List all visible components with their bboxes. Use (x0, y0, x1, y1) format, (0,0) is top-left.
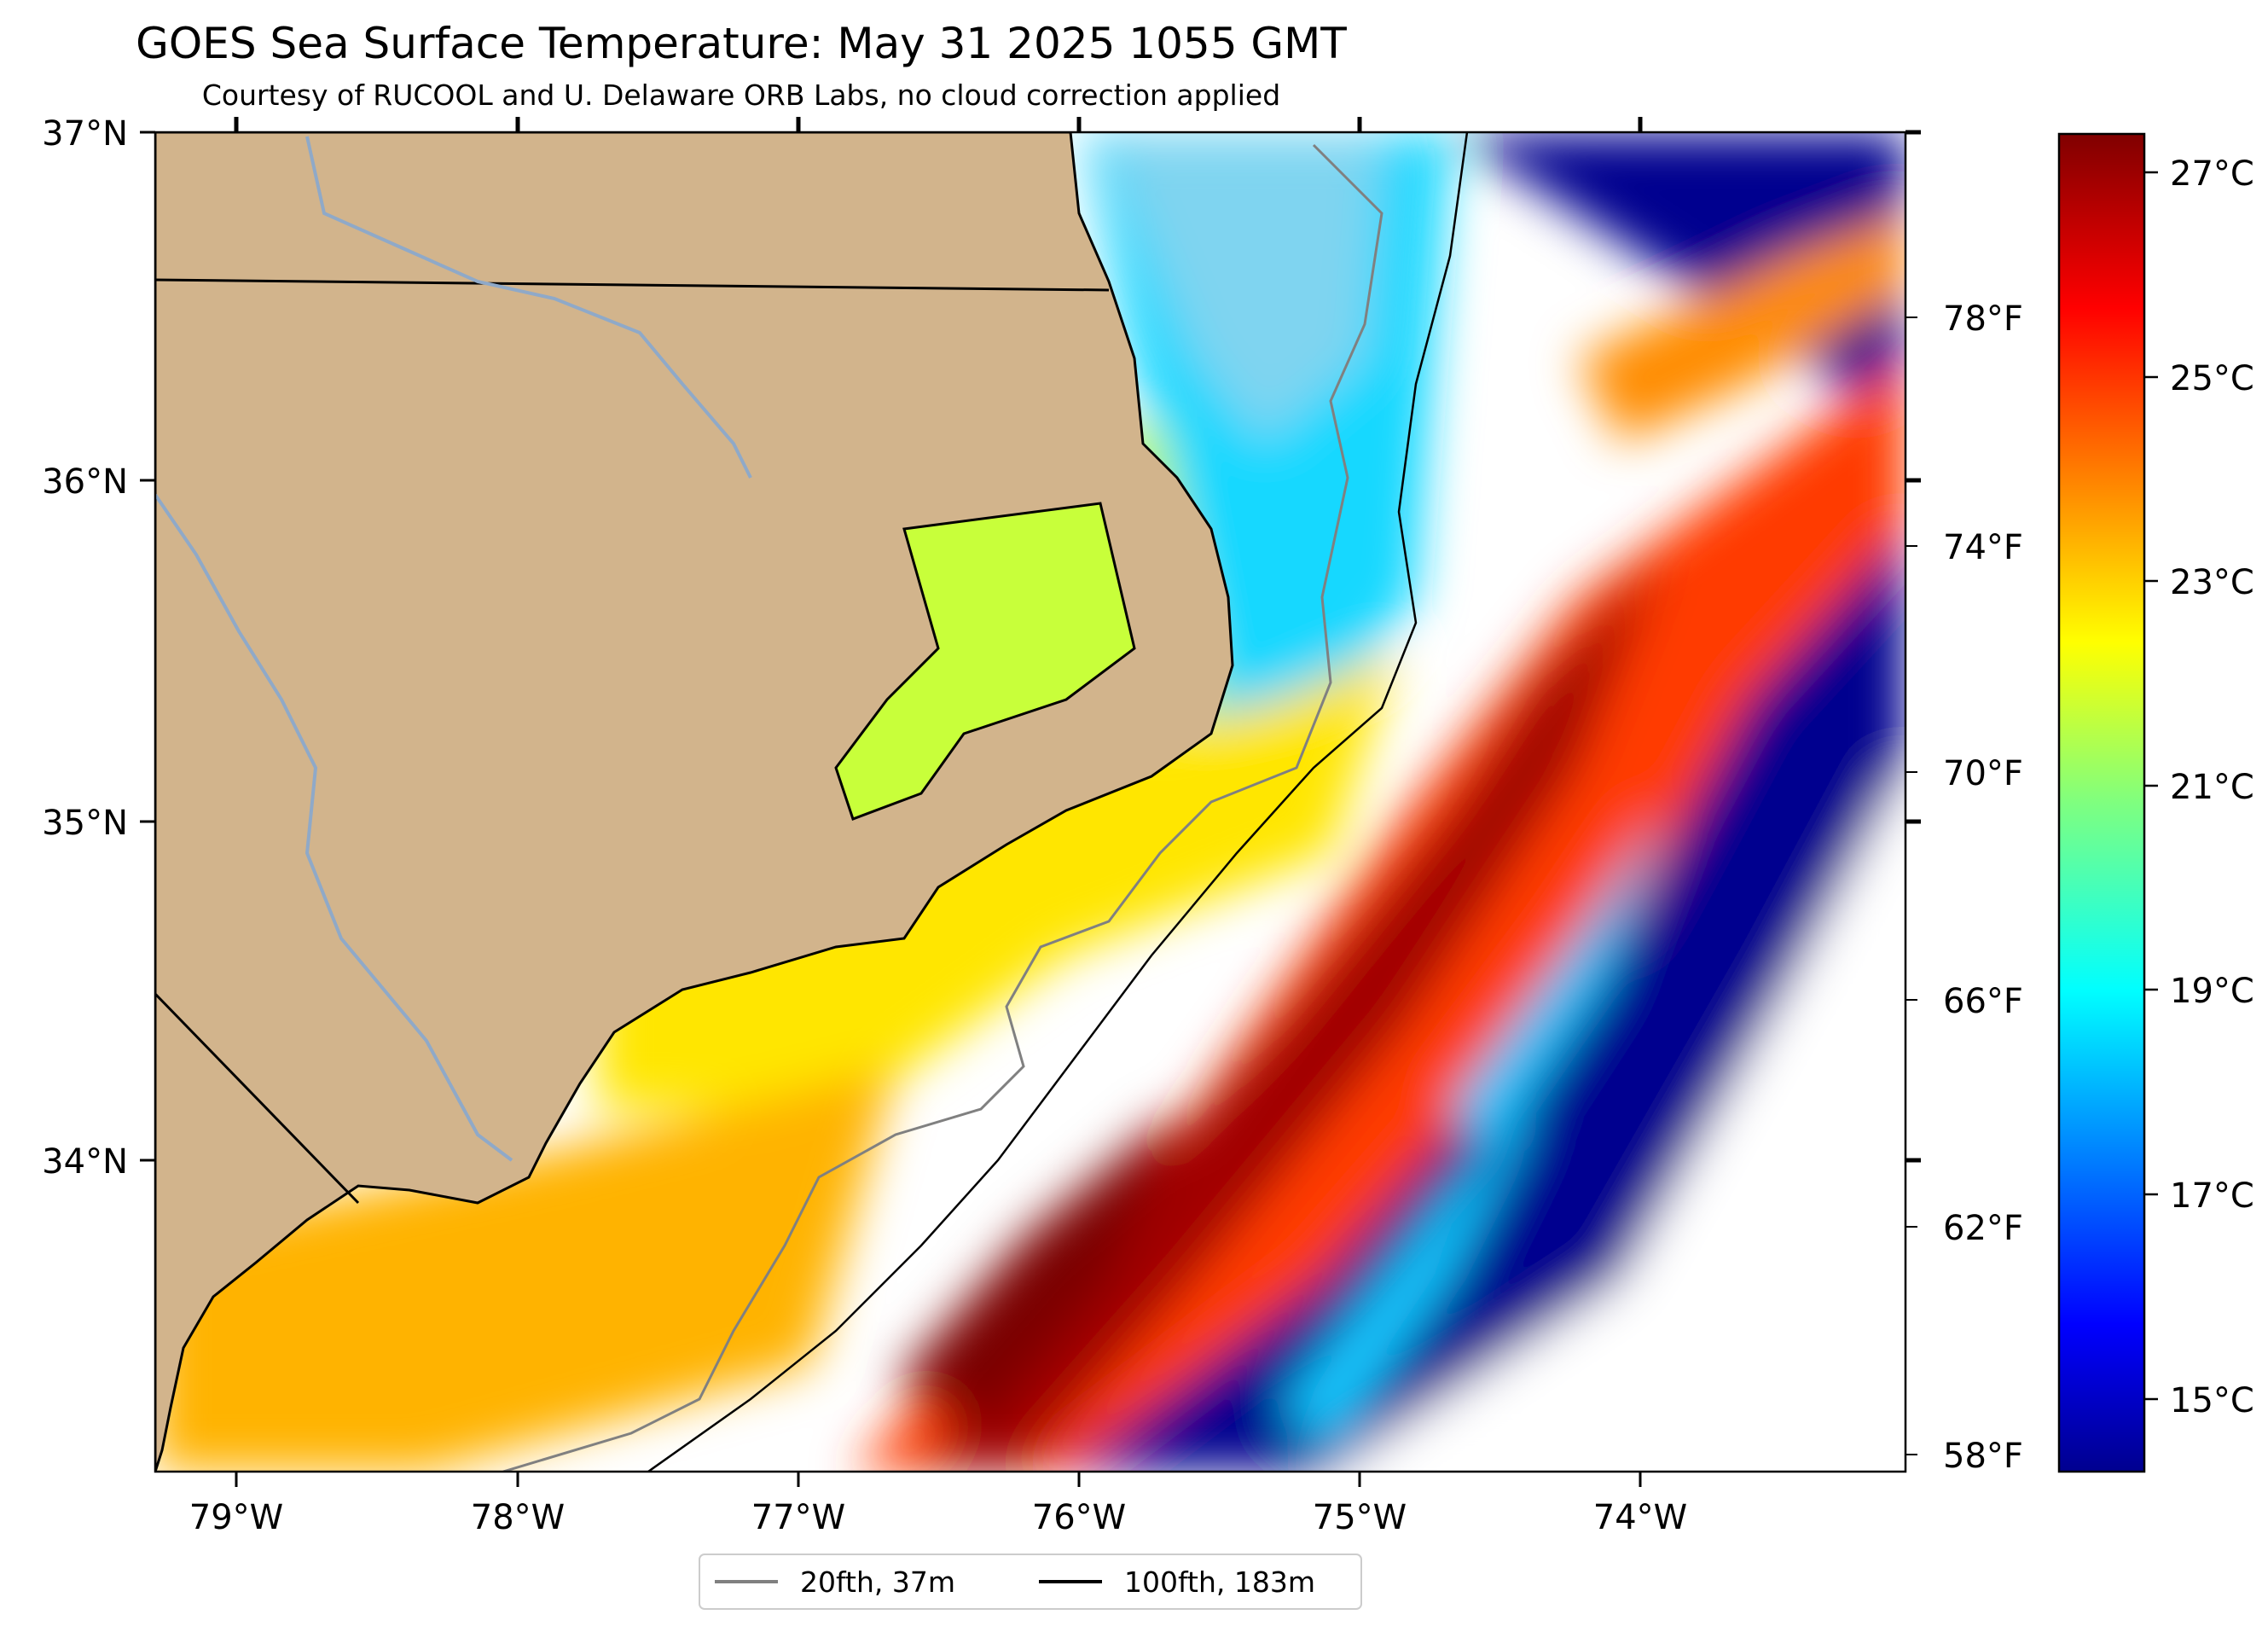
celsius-tick-label: 19°C (2170, 972, 2254, 1011)
celsius-tick-label: 27°C (2170, 154, 2254, 194)
lon-tick-label: 78°W (471, 1498, 565, 1537)
lon-ticks: 79°W 78°W 77°W 76°W 75°W 74°W (189, 117, 1687, 1537)
lat-tick-label: 36°N (42, 462, 128, 502)
river (305, 136, 752, 479)
lon-tick-label: 75°W (1313, 1498, 1407, 1537)
isobath-100fth (647, 132, 1469, 1472)
land-mass (155, 132, 1234, 1472)
celsius-tick-label: 25°C (2170, 359, 2254, 398)
lon-tick-label: 76°W (1032, 1498, 1126, 1537)
legend-label: 100fth, 183m (1124, 1565, 1315, 1599)
legend: 20fth, 37m 100fth, 183m (699, 1554, 1362, 1610)
fahrenheit-tick-label: 74°F (1943, 528, 2023, 567)
sst-map (155, 132, 1905, 1472)
lon-tick-label: 74°W (1593, 1498, 1687, 1537)
pamlico-sound (834, 502, 1136, 821)
isobath-20fth (502, 143, 1383, 1472)
legend-label: 20fth, 37m (800, 1565, 955, 1599)
colorbar: 27°C 25°C 23°C 21°C 19°C 17°C 15°C (2057, 132, 2254, 1473)
map-subtitle: Courtesy of RUCOOL and U. Delaware ORB L… (201, 78, 1281, 112)
map-title: GOES Sea Surface Temperature: May 31 202… (136, 19, 1347, 68)
legend-box (699, 1554, 1362, 1610)
fahrenheit-scale: 78°F 74°F 70°F 66°F 62°F 58°F (1905, 299, 2023, 1476)
fahrenheit-tick-label: 58°F (1943, 1437, 2023, 1476)
river (155, 493, 513, 1162)
fahrenheit-tick-label: 78°F (1943, 299, 2023, 339)
lon-tick-label: 77°W (751, 1498, 845, 1537)
celsius-tick-label: 21°C (2170, 768, 2254, 807)
lat-ticks: 37°N 36°N 35°N 34°N (42, 114, 1921, 1182)
fahrenheit-tick-label: 66°F (1943, 982, 2023, 1021)
fahrenheit-tick-label: 70°F (1943, 754, 2023, 793)
celsius-tick-label: 17°C (2170, 1176, 2254, 1216)
nc-sc-border (155, 992, 360, 1205)
lat-tick-label: 35°N (42, 804, 128, 843)
celsius-tick-label: 23°C (2170, 563, 2254, 602)
lat-tick-label: 37°N (42, 114, 128, 154)
map-frame (154, 131, 1907, 1473)
lat-tick-label: 34°N (42, 1142, 128, 1182)
lon-tick-label: 79°W (189, 1498, 283, 1537)
celsius-tick-label: 15°C (2170, 1381, 2254, 1420)
fahrenheit-tick-label: 62°F (1943, 1209, 2023, 1248)
va-nc-border (155, 278, 1110, 292)
colorbar-gradient (2057, 132, 2146, 1473)
